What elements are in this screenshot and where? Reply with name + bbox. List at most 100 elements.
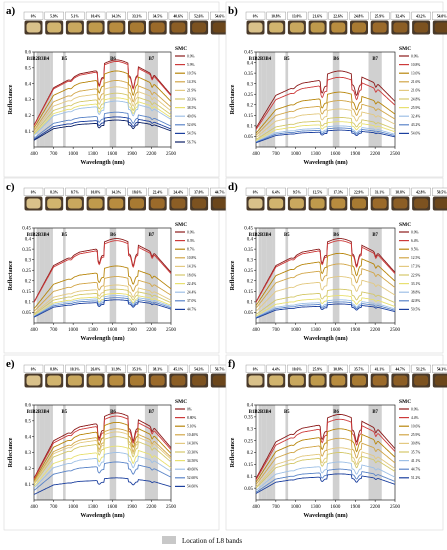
band-label: B1B2B3B4 (249, 57, 272, 62)
x-tick-label: 1600 (107, 152, 118, 157)
x-tick-label: 1600 (330, 152, 341, 157)
legend-label: 54.60% (187, 485, 198, 489)
series-line (33, 295, 172, 317)
thumbnail-label-box (85, 11, 106, 20)
thumbnail-label-box (287, 11, 307, 20)
legend-label: 40.6% (187, 115, 196, 119)
thumbnail-label-box (349, 11, 369, 20)
legend-label: 10.6% (411, 425, 420, 429)
thumbnail-label: 14.3% (111, 191, 121, 195)
soil-sample (212, 22, 227, 33)
y-tick-label: 0.5 (25, 67, 32, 72)
soil-sample (171, 22, 186, 33)
y-tick-label: 0.25 (22, 269, 31, 274)
legend-label: 5.10% (187, 425, 196, 429)
series-line (255, 437, 396, 485)
soil-sample (26, 375, 41, 386)
thumbnail-label: 26.0% (91, 368, 101, 372)
thumbnail-label: 43.2% (416, 15, 426, 19)
soil-sample (434, 198, 447, 209)
legend-label: 25.9% (411, 433, 420, 437)
thumbnail-label: 12.5% (313, 191, 323, 195)
soil-sample (67, 198, 82, 209)
y-tick-label: 0.15 (22, 290, 31, 295)
legend-label: 42.8% (411, 299, 420, 303)
series-line (33, 477, 172, 495)
x-tick-label: 1600 (107, 328, 118, 333)
series-line (255, 414, 396, 479)
soil-sample (269, 22, 284, 33)
soil-sample (372, 22, 387, 33)
series-line (33, 276, 172, 312)
legend-label: 35.7% (411, 450, 420, 454)
band-label: B5 (284, 57, 290, 62)
thumbnail-label: 32.4% (395, 15, 405, 19)
y-axis-label: Reflectance (8, 260, 14, 290)
thumbnail-label: 41.1% (375, 368, 385, 372)
legend-label: 30.8% (411, 442, 420, 446)
soil-sample (393, 375, 408, 386)
soil-sample (47, 375, 62, 386)
x-tick-label: 700 (50, 505, 58, 510)
soil-sample (372, 375, 387, 386)
legend-label: 54.5% (187, 132, 196, 136)
thumbnail-label-box (349, 364, 369, 373)
panel-label: f) (228, 358, 236, 370)
chart-panel: c) 0% 8.3% 8.7% 10.8% 14.3% 18.6% 22.4% 24.4% 37.… (3, 177, 230, 354)
y-tick-label: 0.5 (25, 420, 32, 425)
thumbnail-label: 8.8% (50, 368, 58, 372)
band-label: B7 (149, 233, 155, 238)
thumbnail-label: 34.5% (153, 15, 163, 19)
thumbnail-label: 10.8% (271, 15, 281, 19)
thumbnail-label: 45.1% (173, 368, 183, 372)
soil-sample (248, 375, 263, 386)
legend-label: 21.9% (187, 89, 196, 93)
soil-sample (192, 198, 207, 209)
band-label: B7 (372, 233, 378, 238)
thumbnail-label-box (266, 364, 286, 373)
y-tick-label: 0.4 (247, 404, 254, 409)
l8-band (50, 228, 53, 323)
y-tick-label: 0.25 (244, 93, 253, 98)
y-tick-label: 0.3 (247, 427, 254, 432)
thumbnail-label-box (168, 11, 189, 20)
series-line (33, 284, 172, 314)
l8-band (272, 405, 276, 500)
soil-sample (130, 375, 144, 386)
series-line (255, 447, 396, 488)
thumbnail-label-box (65, 11, 85, 20)
soil-sample (88, 22, 103, 33)
panel-label: d) (228, 181, 238, 193)
chart-panel: a) 0% 5.9% 5.1% 10.4% 14.3% 33.3% 34.5% 40.6% 52.… (3, 1, 230, 178)
y-tick-label: 0.4 (25, 237, 32, 242)
l8-band (285, 228, 289, 323)
thumbnail-label: 24.4% (173, 191, 183, 195)
legend-label: 33.1% (411, 282, 420, 286)
legend-label: 40.60% (187, 468, 198, 472)
l8-band (272, 228, 276, 323)
legend-label: 5.9% (187, 63, 195, 67)
legend-label: 38.5% (187, 106, 196, 110)
band-label: B1B2B3B4 (27, 57, 50, 62)
series-line (33, 86, 172, 133)
y-tick-label: 0.3 (247, 82, 254, 87)
thumbnail-label-box (287, 364, 307, 373)
series-line (33, 265, 172, 310)
y-tick-label: 0.05 (244, 311, 253, 316)
soil-sample (47, 22, 62, 33)
x-tick-label: 2500 (390, 152, 401, 157)
legend-label: 22.9% (411, 273, 420, 277)
thumbnail-label: 4.4% (272, 368, 280, 372)
thumbnail-label: 54.6% (215, 15, 225, 19)
l8-band (36, 405, 40, 500)
x-tick-label: 400 (252, 505, 260, 510)
thumbnail-label: 44.7% (215, 191, 225, 195)
legend-label: 0% (187, 407, 192, 411)
x-tick-label: 400 (252, 152, 260, 157)
x-tick-label: 1900 (127, 152, 138, 157)
band-label: B5 (62, 233, 68, 238)
series-line (33, 80, 172, 131)
y-tick-label: 0.2 (25, 114, 32, 119)
soil-sample (150, 198, 165, 209)
series-line (33, 59, 172, 126)
